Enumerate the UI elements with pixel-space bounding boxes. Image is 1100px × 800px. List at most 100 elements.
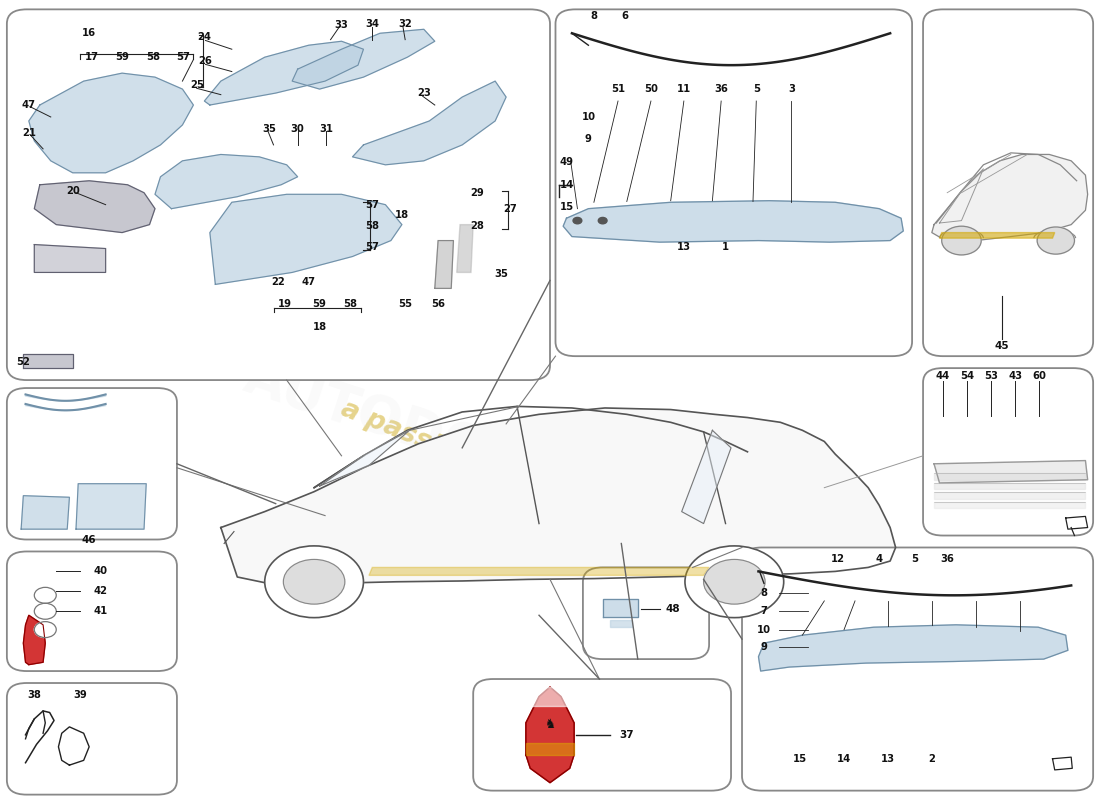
Circle shape bbox=[942, 226, 981, 255]
Polygon shape bbox=[526, 743, 574, 754]
Polygon shape bbox=[434, 241, 453, 288]
Polygon shape bbox=[21, 496, 69, 529]
Text: 10: 10 bbox=[582, 112, 595, 122]
Polygon shape bbox=[155, 154, 298, 209]
Text: 57: 57 bbox=[365, 200, 380, 210]
Text: ♞: ♞ bbox=[544, 718, 556, 731]
Text: 23: 23 bbox=[417, 88, 431, 98]
Polygon shape bbox=[320, 430, 409, 486]
FancyBboxPatch shape bbox=[742, 547, 1093, 790]
Polygon shape bbox=[932, 154, 1088, 241]
Polygon shape bbox=[34, 181, 155, 233]
Polygon shape bbox=[205, 42, 363, 105]
Text: 18: 18 bbox=[312, 322, 327, 332]
Polygon shape bbox=[682, 430, 732, 523]
Text: 40: 40 bbox=[94, 566, 107, 577]
Circle shape bbox=[34, 603, 56, 619]
Circle shape bbox=[34, 587, 56, 603]
Text: a passion for parts since 1989: a passion for parts since 1989 bbox=[338, 396, 762, 588]
Text: 1: 1 bbox=[722, 242, 729, 252]
Text: 58: 58 bbox=[343, 299, 358, 310]
FancyBboxPatch shape bbox=[7, 551, 177, 671]
FancyBboxPatch shape bbox=[556, 10, 912, 356]
Text: 24: 24 bbox=[197, 32, 211, 42]
Text: 32: 32 bbox=[398, 18, 412, 29]
Circle shape bbox=[685, 546, 783, 618]
Text: 36: 36 bbox=[714, 84, 728, 94]
Text: 56: 56 bbox=[431, 299, 446, 310]
Text: 4: 4 bbox=[876, 554, 882, 565]
Text: 21: 21 bbox=[22, 128, 36, 138]
Polygon shape bbox=[934, 493, 1086, 499]
Polygon shape bbox=[939, 233, 1055, 238]
Circle shape bbox=[284, 559, 344, 604]
Polygon shape bbox=[25, 394, 106, 401]
Text: 41: 41 bbox=[94, 606, 108, 616]
Polygon shape bbox=[759, 625, 1068, 671]
Text: 8: 8 bbox=[591, 10, 597, 21]
Text: 9: 9 bbox=[760, 642, 768, 652]
Polygon shape bbox=[352, 81, 506, 165]
Text: 31: 31 bbox=[319, 124, 333, 134]
Text: 19: 19 bbox=[277, 299, 292, 310]
Text: 58: 58 bbox=[365, 222, 380, 231]
Text: 54: 54 bbox=[960, 371, 974, 381]
Polygon shape bbox=[368, 567, 710, 575]
Text: 17: 17 bbox=[85, 52, 98, 62]
Text: 59: 59 bbox=[312, 299, 327, 310]
Polygon shape bbox=[221, 408, 895, 585]
Text: 57: 57 bbox=[365, 242, 380, 252]
Text: 33: 33 bbox=[334, 20, 349, 30]
Polygon shape bbox=[934, 483, 1086, 490]
Circle shape bbox=[1037, 227, 1075, 254]
Text: 44: 44 bbox=[936, 371, 950, 381]
Text: 6: 6 bbox=[621, 10, 628, 21]
Polygon shape bbox=[34, 245, 106, 273]
Text: 34: 34 bbox=[365, 18, 380, 29]
Polygon shape bbox=[210, 194, 402, 285]
Text: 39: 39 bbox=[74, 690, 87, 700]
Text: 29: 29 bbox=[471, 188, 484, 198]
Circle shape bbox=[34, 622, 56, 638]
Circle shape bbox=[265, 546, 363, 618]
Text: 57: 57 bbox=[177, 52, 190, 62]
Text: 7: 7 bbox=[760, 606, 768, 616]
Text: AUTODOC21: AUTODOC21 bbox=[238, 351, 600, 513]
Text: 48: 48 bbox=[666, 604, 680, 614]
Text: 15: 15 bbox=[560, 202, 573, 212]
Text: 9: 9 bbox=[585, 134, 592, 143]
Text: 35: 35 bbox=[495, 269, 508, 279]
Polygon shape bbox=[563, 201, 903, 242]
Text: 25: 25 bbox=[190, 80, 204, 90]
Text: 3: 3 bbox=[788, 84, 795, 94]
Polygon shape bbox=[526, 687, 574, 782]
Polygon shape bbox=[603, 599, 638, 617]
FancyBboxPatch shape bbox=[923, 10, 1093, 356]
Circle shape bbox=[598, 218, 607, 224]
Text: 35: 35 bbox=[262, 124, 276, 134]
Text: 18: 18 bbox=[395, 210, 409, 220]
Text: 53: 53 bbox=[984, 371, 998, 381]
Text: 12: 12 bbox=[830, 554, 845, 565]
Polygon shape bbox=[934, 474, 1086, 480]
FancyBboxPatch shape bbox=[583, 567, 710, 659]
Text: 49: 49 bbox=[560, 158, 573, 167]
Text: 37: 37 bbox=[619, 730, 634, 740]
Text: 30: 30 bbox=[290, 124, 305, 134]
Text: 55: 55 bbox=[398, 299, 412, 310]
Text: 22: 22 bbox=[271, 277, 285, 287]
Polygon shape bbox=[456, 225, 473, 273]
Text: 13: 13 bbox=[881, 754, 895, 764]
FancyBboxPatch shape bbox=[7, 388, 177, 539]
Text: 28: 28 bbox=[471, 222, 484, 231]
Polygon shape bbox=[293, 30, 434, 89]
Text: 15: 15 bbox=[793, 754, 807, 764]
FancyBboxPatch shape bbox=[7, 683, 177, 794]
Text: 42: 42 bbox=[94, 586, 107, 596]
Polygon shape bbox=[526, 687, 574, 706]
FancyBboxPatch shape bbox=[7, 10, 550, 380]
Text: 46: 46 bbox=[81, 534, 97, 545]
Text: 50: 50 bbox=[644, 84, 658, 94]
Text: 14: 14 bbox=[837, 754, 851, 764]
Text: 27: 27 bbox=[504, 204, 517, 214]
